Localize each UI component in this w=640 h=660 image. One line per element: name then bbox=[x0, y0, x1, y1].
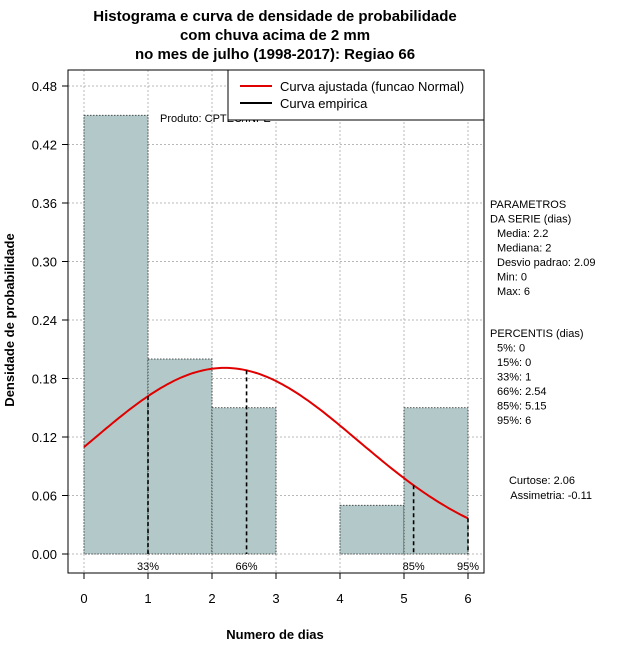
x-tick-label: 5 bbox=[400, 591, 407, 606]
percentis-line: 66%: 2.54 bbox=[497, 386, 547, 398]
curtose-text: Curtose: 2.06 bbox=[509, 475, 575, 487]
percentile-layer: 33% 66% 85% 95% bbox=[137, 370, 479, 573]
percentis-line: 15%: 0 bbox=[497, 357, 531, 369]
percentis-line: 5%: 0 bbox=[497, 343, 525, 355]
x-tick-label: 2 bbox=[208, 591, 215, 606]
x-axis: 0 1 2 3 4 5 6 bbox=[80, 573, 472, 606]
y-tick-label: 0.42 bbox=[32, 138, 57, 153]
y-tick-label: 0.12 bbox=[32, 430, 57, 445]
percentis-line: 85%: 5.15 bbox=[497, 401, 547, 413]
y-tick-label: 0.18 bbox=[32, 372, 57, 387]
y-axis-label: Densidade de probabilidade bbox=[2, 233, 17, 406]
chart-title-line-3: no mes de julho (1998-2017): Regiao 66 bbox=[135, 46, 415, 63]
x-tick-label: 1 bbox=[144, 591, 151, 606]
side-panel: PARAMETROS DA SERIE (dias) Media: 2.2 Media… bbox=[490, 199, 595, 502]
parametros-line: PARAMETROS bbox=[490, 199, 566, 211]
percentile-label: 85% bbox=[403, 561, 425, 573]
x-tick-label: 3 bbox=[272, 591, 279, 606]
x-tick-label: 4 bbox=[336, 591, 343, 606]
parametros-line: Max: 6 bbox=[497, 286, 530, 298]
percentis-line: 33%: 1 bbox=[497, 372, 531, 384]
parametros-line: Media: 2.2 bbox=[497, 228, 548, 240]
y-tick-label: 0.48 bbox=[32, 79, 57, 94]
percentis-line: 95%: 6 bbox=[497, 415, 531, 427]
parametros-line: Desvio padrao: 2.09 bbox=[497, 257, 595, 269]
legend-label-empirical: Curva empirica bbox=[280, 96, 368, 111]
parametros-line: DA SERIE (dias) bbox=[490, 214, 571, 226]
y-tick-label: 0.06 bbox=[32, 489, 57, 504]
legend: Curva ajustada (funcao Normal) Curva emp… bbox=[227, 69, 485, 121]
percentile-label: 33% bbox=[137, 561, 159, 573]
parametros-line: Min: 0 bbox=[497, 272, 527, 284]
histogram-bar bbox=[83, 114, 149, 555]
y-tick-label: 0.24 bbox=[32, 313, 57, 328]
percentile-label: 95% bbox=[457, 561, 479, 573]
chart-title-line-2: com chuva acima de 2 mm bbox=[180, 27, 370, 44]
chart-title-line-1: Histograma e curva de densidade de proba… bbox=[93, 8, 456, 25]
histogram-bar bbox=[339, 504, 405, 555]
legend-box bbox=[227, 69, 485, 121]
histogram-bar bbox=[211, 407, 277, 555]
histogram-bar bbox=[147, 358, 213, 555]
percentile-label: 66% bbox=[236, 561, 258, 573]
percentis-line: PERCENTIS (dias) bbox=[490, 328, 584, 340]
x-axis-label: Numero de dias bbox=[226, 627, 324, 642]
bars-layer bbox=[83, 114, 469, 555]
y-tick-label: 0.00 bbox=[32, 547, 57, 562]
y-tick-label: 0.36 bbox=[32, 196, 57, 211]
y-tick-label: 0.30 bbox=[32, 255, 57, 270]
x-tick-label: 0 bbox=[80, 591, 87, 606]
assimetria-text: Assimetria: -0.11 bbox=[510, 490, 592, 502]
histogram-bar bbox=[403, 407, 469, 555]
x-tick-label: 6 bbox=[464, 591, 471, 606]
legend-label-fit: Curva ajustada (funcao Normal) bbox=[280, 79, 464, 94]
y-axis: 0.00 0.06 0.12 0.18 0.24 0.30 0.36 0.42 0.48 bbox=[32, 79, 68, 562]
parametros-line: Mediana: 2 bbox=[497, 243, 551, 255]
